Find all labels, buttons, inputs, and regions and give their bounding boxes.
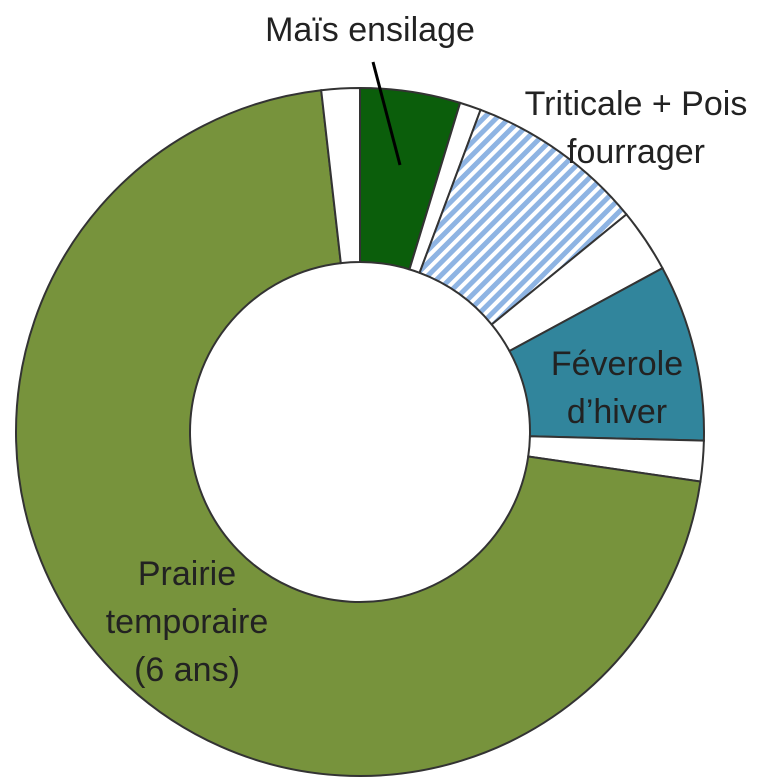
slice-label: Triticale + Pois fourrager [524, 85, 748, 171]
slice-label: Prairie temporaire (6 ans) [105, 555, 269, 689]
leader-line [371, 61, 402, 166]
slice-label: Maïs ensilage [265, 11, 475, 49]
slice [320, 86, 361, 265]
slice [15, 89, 702, 777]
slice-label: Féverole d’hiver [550, 345, 684, 431]
